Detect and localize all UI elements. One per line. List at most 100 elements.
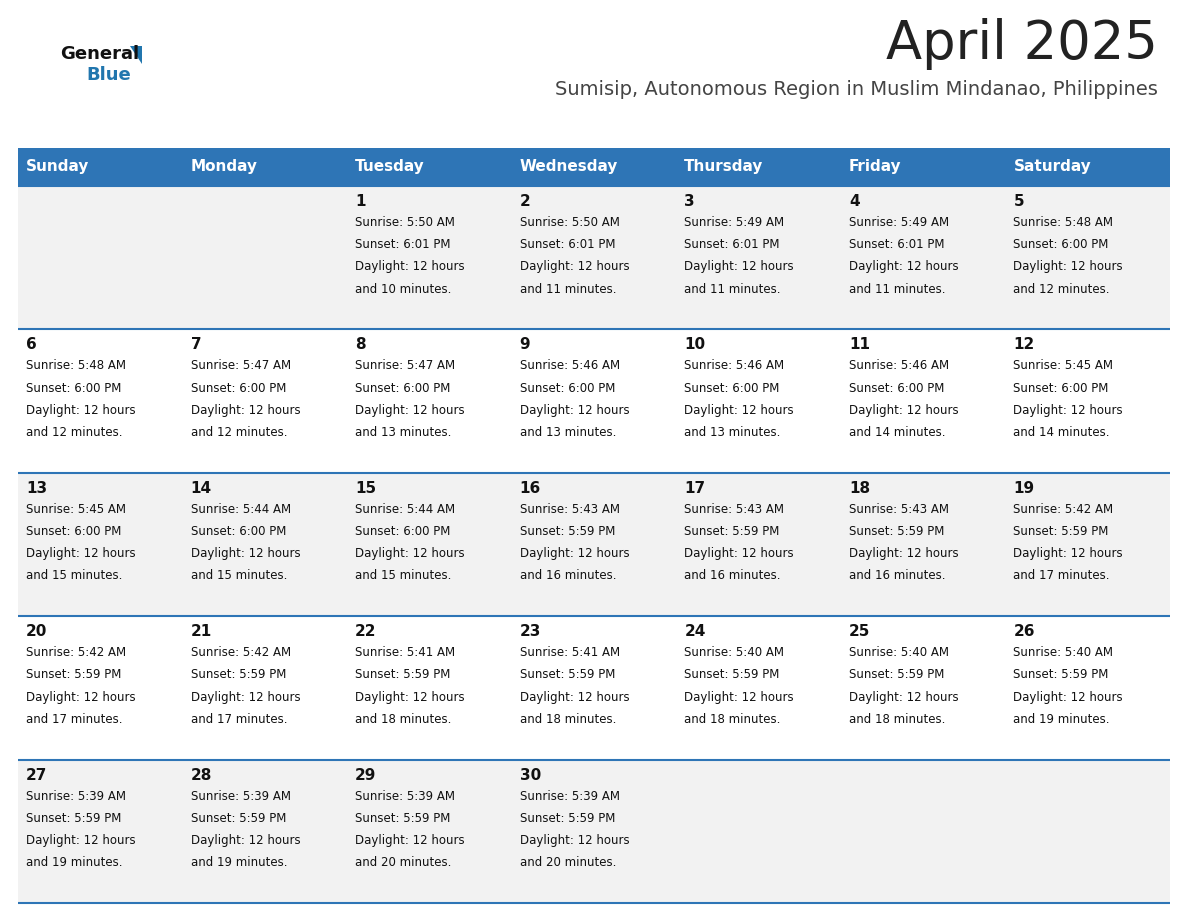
Text: 14: 14 (190, 481, 211, 496)
Bar (18, 473, 1170, 616)
Text: and 17 minutes.: and 17 minutes. (26, 713, 122, 726)
Text: 9: 9 (519, 338, 530, 353)
Text: Sunset: 5:59 PM: Sunset: 5:59 PM (684, 525, 779, 538)
Text: 28: 28 (190, 767, 211, 783)
Text: Daylight: 12 hours: Daylight: 12 hours (190, 547, 301, 560)
Text: and 17 minutes.: and 17 minutes. (1013, 569, 1110, 583)
Bar (18, 330, 1170, 473)
Text: Sunset: 6:00 PM: Sunset: 6:00 PM (1013, 382, 1108, 395)
Text: Sunrise: 5:40 AM: Sunrise: 5:40 AM (1013, 646, 1113, 659)
Text: and 11 minutes.: and 11 minutes. (684, 283, 781, 296)
Text: Sunset: 5:59 PM: Sunset: 5:59 PM (190, 812, 286, 825)
Text: 30: 30 (519, 767, 541, 783)
Text: Daylight: 12 hours: Daylight: 12 hours (519, 834, 630, 847)
Text: and 11 minutes.: and 11 minutes. (849, 283, 946, 296)
Text: Sumisip, Autonomous Region in Muslim Mindanao, Philippines: Sumisip, Autonomous Region in Muslim Min… (555, 80, 1158, 99)
Text: 19: 19 (1013, 481, 1035, 496)
Text: 29: 29 (355, 767, 377, 783)
Text: Daylight: 12 hours: Daylight: 12 hours (355, 261, 465, 274)
Text: Sunset: 5:59 PM: Sunset: 5:59 PM (355, 668, 450, 681)
Text: April 2025: April 2025 (886, 18, 1158, 70)
Text: Sunset: 6:00 PM: Sunset: 6:00 PM (26, 382, 121, 395)
Text: Sunset: 6:01 PM: Sunset: 6:01 PM (519, 239, 615, 252)
Text: Sunset: 5:59 PM: Sunset: 5:59 PM (849, 525, 944, 538)
Text: Sunrise: 5:48 AM: Sunrise: 5:48 AM (1013, 216, 1113, 229)
Polygon shape (129, 46, 143, 64)
Text: and 16 minutes.: and 16 minutes. (849, 569, 946, 583)
Text: Daylight: 12 hours: Daylight: 12 hours (519, 547, 630, 560)
Text: Sunset: 5:59 PM: Sunset: 5:59 PM (190, 668, 286, 681)
Text: Sunset: 6:00 PM: Sunset: 6:00 PM (355, 525, 450, 538)
Text: Sunrise: 5:45 AM: Sunrise: 5:45 AM (26, 503, 126, 516)
Text: 26: 26 (1013, 624, 1035, 639)
Text: Sunset: 5:59 PM: Sunset: 5:59 PM (26, 668, 121, 681)
Text: and 18 minutes.: and 18 minutes. (519, 713, 617, 726)
Text: Tuesday: Tuesday (355, 160, 425, 174)
Text: and 17 minutes.: and 17 minutes. (190, 713, 287, 726)
Text: 22: 22 (355, 624, 377, 639)
Text: 12: 12 (1013, 338, 1035, 353)
Text: Sunrise: 5:47 AM: Sunrise: 5:47 AM (190, 360, 291, 373)
Text: Daylight: 12 hours: Daylight: 12 hours (684, 404, 794, 417)
Text: 6: 6 (26, 338, 37, 353)
Text: Sunset: 5:59 PM: Sunset: 5:59 PM (1013, 668, 1108, 681)
Text: Sunset: 5:59 PM: Sunset: 5:59 PM (849, 668, 944, 681)
Text: 13: 13 (26, 481, 48, 496)
Text: 27: 27 (26, 767, 48, 783)
Text: and 20 minutes.: and 20 minutes. (519, 856, 617, 869)
Text: 25: 25 (849, 624, 871, 639)
Text: Daylight: 12 hours: Daylight: 12 hours (1013, 404, 1123, 417)
Text: Daylight: 12 hours: Daylight: 12 hours (190, 404, 301, 417)
Text: and 10 minutes.: and 10 minutes. (355, 283, 451, 296)
Text: Sunrise: 5:50 AM: Sunrise: 5:50 AM (519, 216, 620, 229)
Text: and 11 minutes.: and 11 minutes. (519, 283, 617, 296)
Text: 17: 17 (684, 481, 706, 496)
Text: 20: 20 (26, 624, 48, 639)
Text: Sunset: 5:59 PM: Sunset: 5:59 PM (519, 525, 615, 538)
Text: Sunset: 5:59 PM: Sunset: 5:59 PM (1013, 525, 1108, 538)
Text: Sunrise: 5:46 AM: Sunrise: 5:46 AM (684, 360, 784, 373)
Text: Sunrise: 5:43 AM: Sunrise: 5:43 AM (849, 503, 949, 516)
Text: Sunset: 6:00 PM: Sunset: 6:00 PM (190, 382, 286, 395)
Text: and 15 minutes.: and 15 minutes. (26, 569, 122, 583)
Text: Saturday: Saturday (1013, 160, 1092, 174)
Text: and 15 minutes.: and 15 minutes. (355, 569, 451, 583)
Text: Sunset: 6:00 PM: Sunset: 6:00 PM (355, 382, 450, 395)
Text: Daylight: 12 hours: Daylight: 12 hours (849, 547, 959, 560)
Text: Sunset: 6:00 PM: Sunset: 6:00 PM (1013, 239, 1108, 252)
Text: Sunrise: 5:46 AM: Sunrise: 5:46 AM (519, 360, 620, 373)
Text: Sunrise: 5:39 AM: Sunrise: 5:39 AM (355, 789, 455, 802)
Text: and 19 minutes.: and 19 minutes. (190, 856, 287, 869)
Text: and 16 minutes.: and 16 minutes. (684, 569, 781, 583)
Text: Daylight: 12 hours: Daylight: 12 hours (684, 547, 794, 560)
Text: Daylight: 12 hours: Daylight: 12 hours (849, 261, 959, 274)
Text: Daylight: 12 hours: Daylight: 12 hours (519, 404, 630, 417)
Text: Sunrise: 5:44 AM: Sunrise: 5:44 AM (355, 503, 455, 516)
Text: 21: 21 (190, 624, 211, 639)
Text: and 12 minutes.: and 12 minutes. (1013, 283, 1110, 296)
Text: Sunrise: 5:39 AM: Sunrise: 5:39 AM (190, 789, 291, 802)
Text: 11: 11 (849, 338, 870, 353)
Text: Sunset: 5:59 PM: Sunset: 5:59 PM (355, 812, 450, 825)
Text: 4: 4 (849, 194, 859, 209)
Text: Daylight: 12 hours: Daylight: 12 hours (1013, 261, 1123, 274)
Text: Sunrise: 5:40 AM: Sunrise: 5:40 AM (684, 646, 784, 659)
Text: Daylight: 12 hours: Daylight: 12 hours (519, 690, 630, 704)
Text: Daylight: 12 hours: Daylight: 12 hours (849, 690, 959, 704)
Text: Sunset: 6:01 PM: Sunset: 6:01 PM (684, 239, 779, 252)
Bar (18, 616, 1170, 759)
Text: Sunset: 5:59 PM: Sunset: 5:59 PM (26, 812, 121, 825)
Text: Sunset: 6:00 PM: Sunset: 6:00 PM (519, 382, 615, 395)
Text: 7: 7 (190, 338, 201, 353)
Text: 1: 1 (355, 194, 366, 209)
Text: and 13 minutes.: and 13 minutes. (355, 426, 451, 439)
Text: Daylight: 12 hours: Daylight: 12 hours (26, 547, 135, 560)
Text: Friday: Friday (849, 160, 902, 174)
Text: Daylight: 12 hours: Daylight: 12 hours (684, 690, 794, 704)
Text: Sunrise: 5:42 AM: Sunrise: 5:42 AM (1013, 503, 1113, 516)
Text: Daylight: 12 hours: Daylight: 12 hours (26, 690, 135, 704)
Text: Daylight: 12 hours: Daylight: 12 hours (355, 834, 465, 847)
Text: Wednesday: Wednesday (519, 160, 618, 174)
Text: Daylight: 12 hours: Daylight: 12 hours (684, 261, 794, 274)
Text: and 13 minutes.: and 13 minutes. (684, 426, 781, 439)
